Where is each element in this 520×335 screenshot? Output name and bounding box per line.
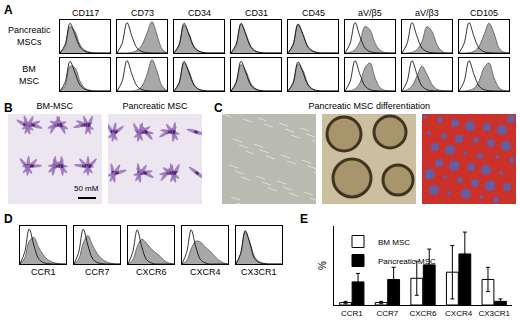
svg-text:CXCR4: CXCR4 [190,267,221,277]
svg-text:Pancreatic MSC: Pancreatic MSC [378,257,436,266]
svg-text:CCR7: CCR7 [377,309,399,318]
svg-text:CCR1: CCR1 [341,309,363,318]
svg-text:D: D [4,212,13,226]
svg-text:CCR1: CCR1 [31,267,56,277]
svg-text:CD117: CD117 [72,8,99,18]
svg-text:E: E [300,212,308,226]
html-text:Pancreatic MSC: Pancreatic MSC [122,101,188,111]
svg-text:CX3CR1: CX3CR1 [478,309,510,318]
svg-text:CD105: CD105 [470,8,498,18]
svg-text:B: B [4,101,13,115]
svg-text:CD73: CD73 [131,8,154,18]
svg-text:CXCR4: CXCR4 [445,309,473,318]
svg-text:CX3CR1: CX3CR1 [241,267,277,277]
svg-text:PancreaticMSCs: PancreaticMSCs [8,25,51,47]
svg-text:CXCR6: CXCR6 [409,309,437,318]
svg-text:BMMSC: BMMSC [19,64,40,86]
svg-text:CCR7: CCR7 [85,267,110,277]
svg-text:aV/β3: aV/β3 [415,8,439,18]
html-text:BM-MSC: BM-MSC [36,101,73,111]
svg-text:CXCR6: CXCR6 [136,267,167,277]
svg-text:CD45: CD45 [302,8,325,18]
svg-text:BM MSC: BM MSC [378,238,410,247]
svg-text:%: % [317,261,328,270]
svg-text:CD31: CD31 [245,8,268,18]
html-text:Pancreatic MSC differentiation: Pancreatic MSC differentiation [308,101,430,111]
svg-text:CD34: CD34 [188,8,211,18]
svg-text:aV/β5: aV/β5 [358,8,382,18]
svg-text:C: C [214,101,223,115]
svg-text:A: A [4,3,13,17]
html-text:50 mM: 50 mM [74,184,99,193]
